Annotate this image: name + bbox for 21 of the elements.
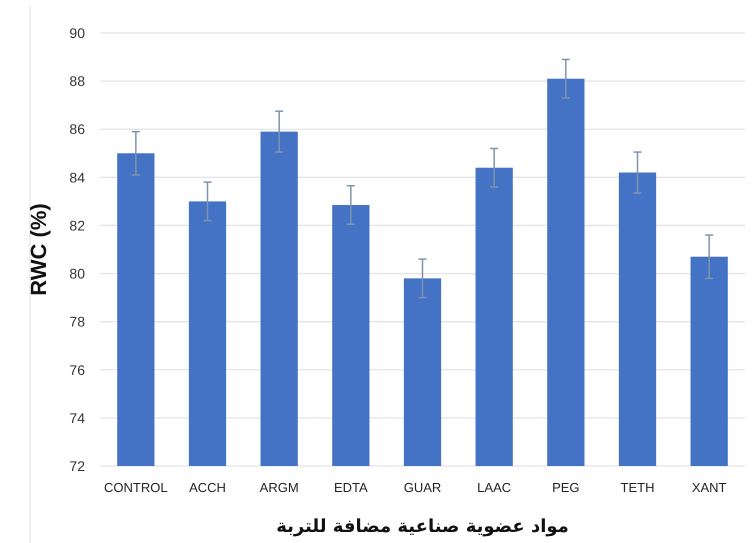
y-tick-label: 76 <box>69 362 86 378</box>
y-tick-label: 82 <box>69 217 86 234</box>
x-tick-label: PEG <box>552 480 580 495</box>
y-tick-label: 80 <box>69 266 86 282</box>
x-tick-label: CONTROL <box>104 480 168 495</box>
x-tick-label: TETH <box>620 480 654 495</box>
x-tick-label: EDTA <box>334 480 368 495</box>
x-tick-label: XANT <box>692 480 727 495</box>
y-tick-label: 86 <box>69 121 86 138</box>
x-tick-label: LAAC <box>477 480 512 495</box>
x-tick-label: GUAR <box>404 480 442 495</box>
y-tick-label: 90 <box>69 25 86 41</box>
y-tick-label: 74 <box>69 410 86 426</box>
y-axis-title: RWC (%) <box>26 203 51 296</box>
y-tick-label: 84 <box>69 169 86 186</box>
y-tick-label: 88 <box>69 73 86 90</box>
x-tick-label: ARGM <box>260 480 299 495</box>
y-tick-label: 72 <box>69 458 86 474</box>
y-tick-label: 78 <box>69 314 86 330</box>
x-axis-title: مواد عضوية صناعية مضافة للتربة <box>276 516 569 537</box>
x-tick-label: ACCH <box>189 480 226 495</box>
